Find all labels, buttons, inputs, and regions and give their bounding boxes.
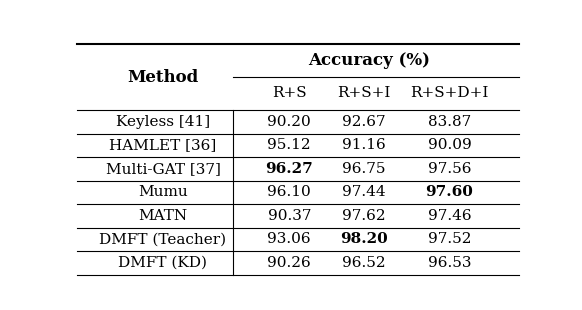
Text: Accuracy (%): Accuracy (%) xyxy=(308,52,430,69)
Text: 92.67: 92.67 xyxy=(342,115,385,129)
Text: Method: Method xyxy=(127,69,198,86)
Text: 95.12: 95.12 xyxy=(268,138,311,152)
Text: DMFT (Teacher): DMFT (Teacher) xyxy=(100,232,226,246)
Text: 96.52: 96.52 xyxy=(342,256,385,270)
Text: Mumu: Mumu xyxy=(138,185,188,199)
Text: R+S+D+I: R+S+D+I xyxy=(410,86,488,100)
Text: 93.06: 93.06 xyxy=(268,232,311,246)
Text: Keyless [41]: Keyless [41] xyxy=(116,115,210,129)
Text: 96.10: 96.10 xyxy=(267,185,311,199)
Text: MATN: MATN xyxy=(139,209,187,223)
Text: 97.60: 97.60 xyxy=(425,185,473,199)
Text: 83.87: 83.87 xyxy=(428,115,471,129)
Text: 90.26: 90.26 xyxy=(267,256,311,270)
Text: 96.27: 96.27 xyxy=(265,162,313,176)
Text: HAMLET [36]: HAMLET [36] xyxy=(109,138,217,152)
Text: 90.09: 90.09 xyxy=(428,138,471,152)
Text: DMFT (KD): DMFT (KD) xyxy=(119,256,207,270)
Text: 97.62: 97.62 xyxy=(342,209,385,223)
Text: 98.20: 98.20 xyxy=(340,232,388,246)
Text: 91.16: 91.16 xyxy=(342,138,385,152)
Text: R+S: R+S xyxy=(272,86,307,100)
Text: 97.56: 97.56 xyxy=(428,162,471,176)
Text: 97.46: 97.46 xyxy=(428,209,471,223)
Text: 97.44: 97.44 xyxy=(342,185,385,199)
Text: 90.37: 90.37 xyxy=(268,209,311,223)
Text: 96.75: 96.75 xyxy=(342,162,385,176)
Text: 90.20: 90.20 xyxy=(267,115,311,129)
Text: R+S+I: R+S+I xyxy=(337,86,391,100)
Text: Multi-GAT [37]: Multi-GAT [37] xyxy=(105,162,221,176)
Text: 96.53: 96.53 xyxy=(428,256,471,270)
Text: 97.52: 97.52 xyxy=(428,232,471,246)
